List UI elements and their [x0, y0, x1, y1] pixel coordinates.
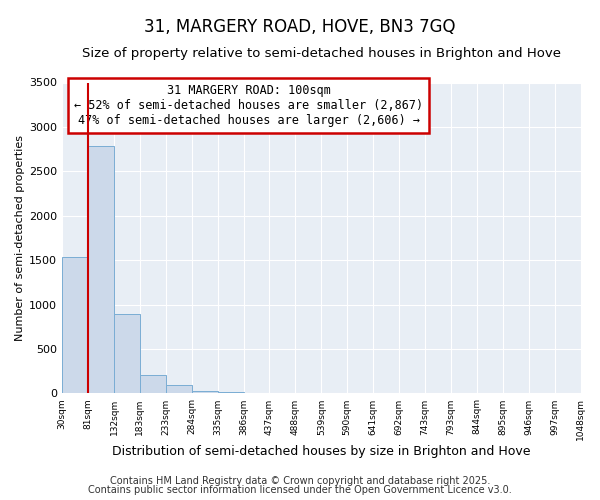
Text: Contains public sector information licensed under the Open Government Licence v3: Contains public sector information licen…: [88, 485, 512, 495]
Bar: [88, 146, 114, 394]
Bar: [192, 392, 218, 394]
Bar: [218, 392, 244, 394]
Text: 31, MARGERY ROAD, HOVE, BN3 7GQ: 31, MARGERY ROAD, HOVE, BN3 7GQ: [144, 18, 456, 36]
Text: 31 MARGERY ROAD: 100sqm
← 52% of semi-detached houses are smaller (2,867)
47% of: 31 MARGERY ROAD: 100sqm ← 52% of semi-de…: [74, 84, 424, 127]
Bar: [62, 256, 88, 394]
Bar: [140, 376, 166, 394]
Y-axis label: Number of semi-detached properties: Number of semi-detached properties: [15, 135, 25, 341]
Text: Contains HM Land Registry data © Crown copyright and database right 2025.: Contains HM Land Registry data © Crown c…: [110, 476, 490, 486]
Title: Size of property relative to semi-detached houses in Brighton and Hove: Size of property relative to semi-detach…: [82, 48, 561, 60]
Bar: [166, 386, 192, 394]
X-axis label: Distribution of semi-detached houses by size in Brighton and Hove: Distribution of semi-detached houses by …: [112, 444, 530, 458]
Bar: [114, 314, 140, 394]
